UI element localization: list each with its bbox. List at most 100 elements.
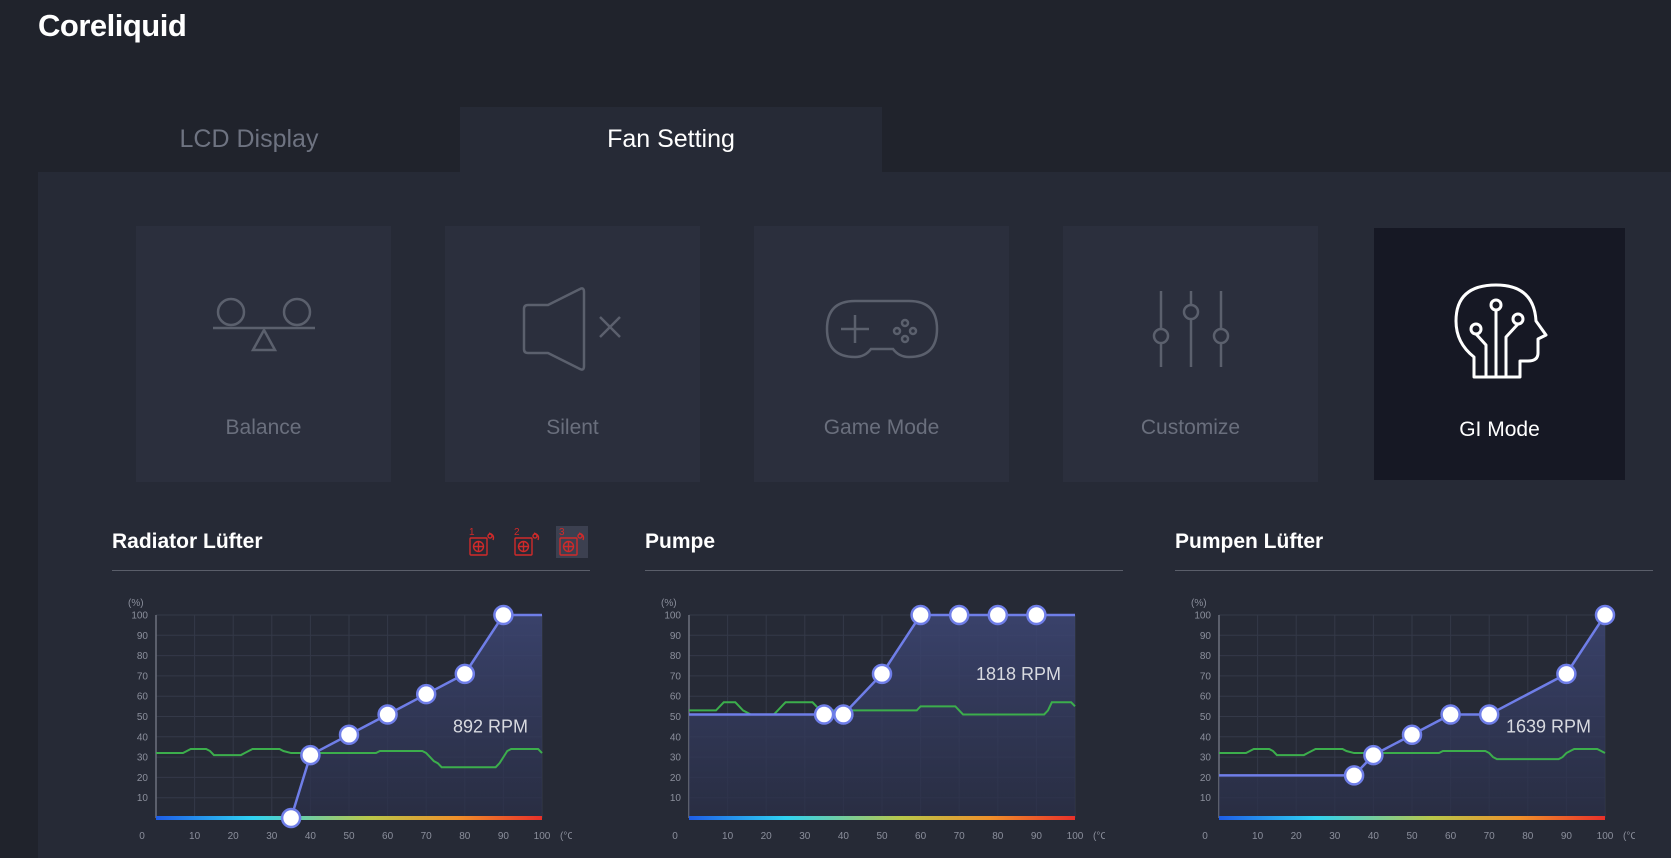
temperature-color-bar — [1219, 816, 1605, 820]
x-tick-label: 0 — [139, 831, 145, 842]
y-tick-label: 100 — [664, 611, 681, 622]
x-tick-label: 60 — [1445, 831, 1457, 842]
y-tick-label: 80 — [670, 651, 682, 662]
y-tick-label: 20 — [1200, 773, 1212, 784]
speaker-mute-icon — [445, 274, 700, 384]
curve-control-point[interactable] — [377, 704, 398, 725]
y-tick-label: 100 — [131, 611, 148, 622]
fan-1-badge[interactable]: 1 — [466, 526, 498, 558]
curve-control-point[interactable] — [813, 704, 835, 725]
y-tick-label: 50 — [137, 712, 149, 723]
x-tick-label: 50 — [343, 831, 355, 842]
sliders-icon — [1063, 274, 1318, 384]
curve-control-point[interactable] — [1343, 765, 1365, 786]
curve-control-point[interactable] — [415, 683, 437, 705]
rpm-readout: 1818 RPM — [976, 664, 1061, 684]
curve-control-point[interactable] — [1594, 604, 1616, 626]
y-tick-label: 10 — [670, 793, 682, 804]
y-tick-label: 80 — [1200, 651, 1212, 662]
curve-control-point[interactable] — [338, 724, 360, 746]
y-unit-label: (%) — [661, 598, 677, 609]
fan-badge-number: 3 — [559, 527, 565, 538]
y-tick-label: 40 — [670, 732, 682, 743]
y-tick-label: 30 — [1200, 753, 1212, 764]
y-tick-label: 50 — [670, 712, 682, 723]
y-tick-label: 10 — [1200, 793, 1212, 804]
y-tick-label: 10 — [137, 793, 149, 804]
y-tick-label: 40 — [137, 732, 149, 743]
x-tick-label: 100 — [534, 831, 551, 842]
curve-control-point[interactable] — [280, 807, 302, 829]
x-tick-label: 80 — [992, 831, 1004, 842]
fan-curve-chart-pump-fan[interactable]: 10 20 30 40 50 60 70 80 90 100 0 10 20 30 40 50 60 70 80 90… — [1175, 588, 1635, 844]
x-tick-label: 20 — [1291, 831, 1303, 842]
fan-badge-number: 1 — [469, 527, 475, 538]
x-tick-label: 90 — [1561, 831, 1573, 842]
y-tick-label: 20 — [137, 773, 149, 784]
x-tick-label: 40 — [305, 831, 317, 842]
x-tick-label: 30 — [799, 831, 811, 842]
curve-control-point[interactable] — [454, 663, 476, 685]
fan-2-badge[interactable]: 2 — [511, 526, 543, 558]
x-tick-label: 50 — [876, 831, 888, 842]
curve-area — [689, 615, 1075, 818]
curve-control-point[interactable] — [1556, 663, 1577, 685]
x-tick-label: 80 — [459, 831, 471, 842]
tab-lcd-display[interactable]: LCD Display — [179, 125, 319, 153]
x-unit-label: (°C) — [1093, 831, 1105, 842]
curve-area — [1219, 615, 1605, 818]
x-tick-label: 20 — [761, 831, 773, 842]
mode-card-balance[interactable]: Balance — [136, 226, 391, 482]
fan-curve-chart-radiator[interactable]: 10 20 30 40 50 60 70 80 90 100 0 10 20 30 40 50 60 70 80 90… — [112, 588, 572, 844]
curve-control-point[interactable] — [910, 604, 931, 626]
x-tick-label: 30 — [266, 831, 278, 842]
mode-card-customize[interactable]: Customize — [1063, 226, 1318, 482]
x-tick-label: 70 — [421, 831, 433, 842]
temperature-line — [156, 747, 543, 769]
curve-control-point[interactable] — [1401, 724, 1423, 746]
chart-title-pump-fan: Pumpen Lüfter — [1175, 530, 1324, 553]
chart-title-radiator-fan: Radiator Lüfter — [112, 530, 263, 553]
curve-control-point[interactable] — [1478, 704, 1500, 725]
fan-curve-chart-pump[interactable]: 10 20 30 40 50 60 70 80 90 100 0 10 20 30 40 50 60 70 80 90… — [645, 588, 1105, 844]
gamepad-icon — [754, 274, 1009, 384]
x-tick-label: 70 — [1484, 831, 1496, 842]
curve-control-point[interactable] — [871, 663, 893, 685]
mode-label: Customize — [1140, 416, 1241, 439]
y-unit-label: (%) — [128, 598, 144, 609]
ai-head-icon — [1374, 276, 1625, 386]
mode-card-silent[interactable]: Silent — [445, 226, 700, 482]
curve-control-point[interactable] — [300, 744, 321, 766]
temperature-line — [689, 701, 1076, 716]
y-tick-label: 60 — [1200, 692, 1212, 703]
tab-fan-setting[interactable]: Fan Setting — [460, 107, 882, 172]
y-tick-label: 90 — [670, 631, 682, 642]
curve-control-point[interactable] — [948, 604, 970, 626]
fan-3-badge[interactable]: 3 — [556, 526, 588, 558]
x-tick-label: 90 — [1031, 831, 1043, 842]
curve-control-point[interactable] — [1363, 744, 1384, 766]
y-tick-label: 60 — [670, 692, 682, 703]
y-tick-label: 70 — [670, 671, 682, 682]
x-tick-label: 70 — [954, 831, 966, 842]
x-tick-label: 40 — [1368, 831, 1380, 842]
x-tick-label: 10 — [1252, 831, 1264, 842]
mode-label: GI Mode — [1459, 418, 1540, 441]
curve-control-point[interactable] — [833, 704, 854, 725]
curve-control-point[interactable] — [1440, 704, 1461, 725]
mode-label: Game Mode — [823, 416, 940, 439]
curve-control-point[interactable] — [1026, 604, 1047, 626]
temperature-line — [1219, 747, 1606, 761]
curve-control-point[interactable] — [493, 604, 514, 626]
x-tick-label: 10 — [189, 831, 201, 842]
x-tick-label: 10 — [722, 831, 734, 842]
curve-control-point[interactable] — [987, 604, 1009, 626]
x-tick-label: 100 — [1597, 831, 1614, 842]
temperature-color-bar — [689, 816, 1075, 820]
y-tick-label: 80 — [137, 651, 149, 662]
mode-card-game-mode[interactable]: Game Mode — [754, 226, 1009, 482]
rpm-readout: 1639 RPM — [1506, 717, 1591, 737]
mode-card-gi-mode[interactable]: GI Mode — [1372, 226, 1627, 482]
chart-title-pump: Pumpe — [645, 530, 716, 553]
x-tick-label: 20 — [228, 831, 240, 842]
